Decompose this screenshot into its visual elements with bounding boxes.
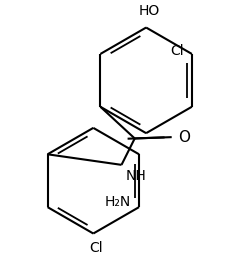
Text: Cl: Cl [170, 44, 184, 58]
Text: O: O [178, 130, 190, 145]
Text: H₂N: H₂N [105, 195, 131, 209]
Text: Cl: Cl [89, 241, 103, 255]
Text: NH: NH [126, 169, 146, 183]
Text: HO: HO [138, 4, 160, 18]
